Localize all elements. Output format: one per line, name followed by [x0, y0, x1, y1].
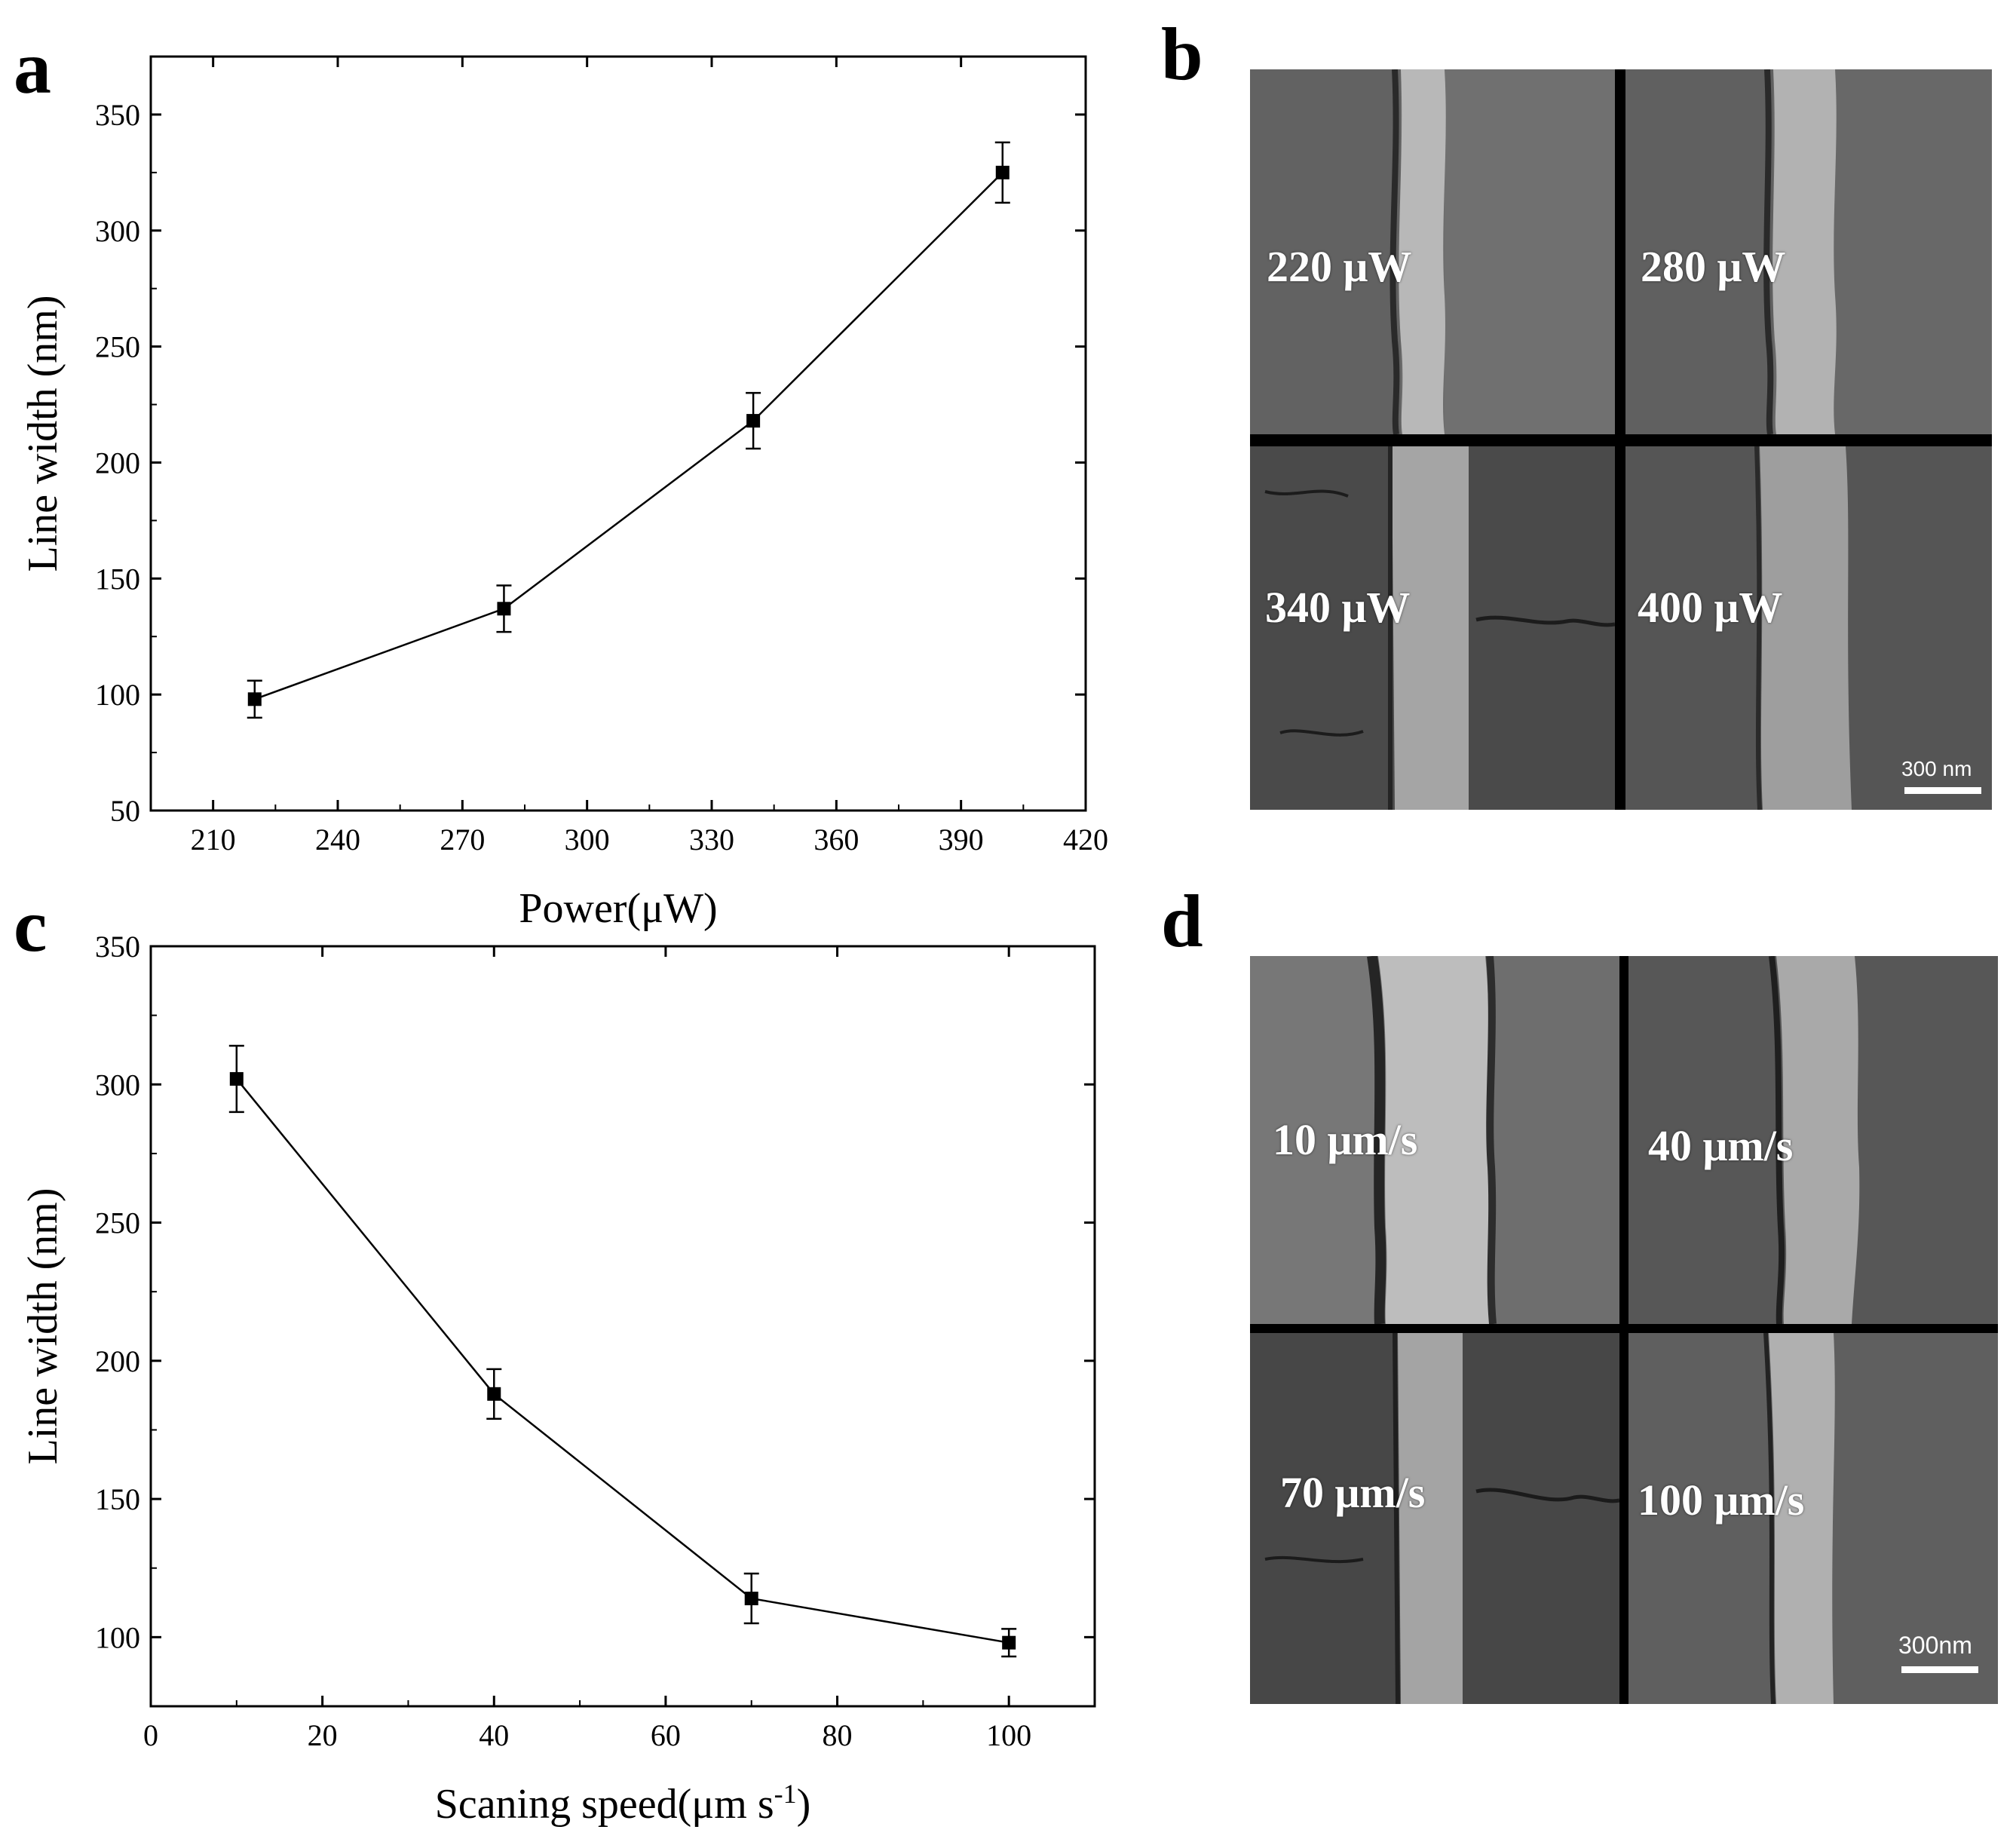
series-line-c [235, 1078, 1010, 1644]
x-axis-label-a: Power(μW) [519, 885, 717, 932]
panel-label-d: d [1161, 879, 1203, 963]
sem-label-d-1: 10 μm/s [1273, 1115, 1418, 1164]
data-point-a [746, 414, 761, 428]
y-tick-label-c: 350 [95, 930, 140, 964]
sem-image-d-2 [1628, 956, 1998, 1324]
sem-label-b-3: 340 μW [1265, 583, 1411, 632]
x-tick-label-c: 0 [143, 1718, 158, 1752]
sem-image-b-1 [1250, 69, 1615, 434]
panel-label-c: c [14, 884, 47, 967]
sem-image-d-1 [1250, 956, 1619, 1324]
sem-tile-d-4: 100 μm/s 300nm [1628, 1333, 1998, 1704]
scale-bar-b [1904, 787, 1981, 794]
plot-frame-c [149, 945, 1096, 1708]
sem-image-b-2 [1625, 69, 1992, 434]
x-tick-label-a: 240 [315, 823, 360, 857]
x-tick-label-a: 390 [939, 823, 984, 857]
sem-tile-b-3: 340 μW [1250, 446, 1615, 810]
x-tick-label-a: 270 [440, 823, 485, 857]
x-tick-label-c: 100 [986, 1718, 1031, 1752]
x-axis-label-suffix-c: ) [797, 1781, 811, 1828]
plot-frame-a [149, 55, 1087, 812]
sem-label-b-2: 280 μW [1641, 242, 1786, 291]
x-tick-label-c: 40 [479, 1718, 509, 1752]
sem-label-b-4: 400 μW [1638, 583, 1783, 632]
y-tick-label-c: 300 [95, 1068, 140, 1102]
chart-c: 0 20 40 60 80 100 100 150 200 250 300 350 Scaning sp… [0, 905, 1146, 1848]
y-tick-label-a: 150 [95, 562, 140, 596]
x-tick-label-c: 20 [308, 1718, 338, 1752]
series-line-a [254, 171, 1003, 700]
sem-grid-b: 220 μW 280 μW 340 μW 400 μW 300 nm [1250, 69, 1992, 810]
chart-a: 210 240 270 300 330 360 390 420 50 100 150 200 250 30… [0, 0, 1146, 935]
sem-tile-d-3: 70 μm/s [1250, 1333, 1619, 1704]
scale-bar-d [1901, 1666, 1978, 1673]
sem-label-d-2: 40 μm/s [1648, 1121, 1794, 1170]
y-tick-label-c: 150 [95, 1482, 140, 1516]
y-tick-label-a: 300 [95, 214, 140, 248]
y-tick-label-a: 350 [95, 98, 140, 132]
data-point-c [487, 1387, 501, 1401]
x-tick-label-c: 60 [651, 1718, 681, 1752]
y-axis-label-c: Line width (nm) [20, 1188, 66, 1464]
y-tick-label-c: 200 [95, 1344, 140, 1378]
x-tick-label-a: 300 [565, 823, 610, 857]
sem-tile-b-4: 400 μW 300 nm [1625, 446, 1992, 810]
sem-label-d-4: 100 μm/s [1638, 1476, 1805, 1525]
x-axis-label-sup-c: -1 [774, 1779, 797, 1809]
sem-label-d-3: 70 μm/s [1280, 1468, 1426, 1517]
sem-image-b-4 [1625, 446, 1992, 810]
panel-label-a: a [14, 26, 51, 109]
y-tick-label-c: 100 [95, 1620, 140, 1654]
data-point-a [497, 602, 511, 616]
sem-grid-d: 10 μm/s 40 μm/s 70 μm/s 100 μm/s 300nm [1250, 956, 1998, 1704]
sem-label-b-1: 220 μW [1267, 242, 1412, 291]
y-tick-label-a: 250 [95, 330, 140, 364]
chart-c-svg: 0 20 40 60 80 100 100 150 200 250 300 350 Scaning sp… [20, 930, 1096, 1828]
scale-label-d: 300nm [1898, 1632, 1972, 1659]
y-tick-label-a: 200 [95, 446, 140, 480]
data-point-c [1002, 1635, 1016, 1650]
x-tick-label-a: 330 [689, 823, 734, 857]
x-tick-label-c: 80 [823, 1718, 853, 1752]
panel-label-b: b [1161, 12, 1203, 96]
chart-a-svg: 210 240 270 300 330 360 390 420 50 100 150 200 250 30… [20, 55, 1108, 932]
scale-label-b: 300 nm [1901, 757, 1972, 780]
x-tick-label-a: 210 [191, 823, 236, 857]
y-axis-label-a: Line width (nm) [20, 295, 66, 572]
data-point-a [247, 692, 262, 706]
data-point-c [744, 1592, 758, 1606]
x-axis-label-c: Scaning speed(μm s-1) [435, 1779, 811, 1828]
y-tick-label-c: 250 [95, 1206, 140, 1240]
sem-image-d-3 [1250, 1333, 1619, 1704]
y-tick-label-a: 100 [95, 678, 140, 712]
data-point-a [995, 165, 1010, 179]
sem-image-b-3 [1250, 446, 1615, 810]
data-point-c [229, 1071, 244, 1086]
y-tick-label-a: 50 [110, 794, 140, 828]
sem-image-d-4 [1628, 1333, 1998, 1704]
sem-tile-d-1: 10 μm/s [1250, 956, 1619, 1324]
x-tick-label-a: 420 [1063, 823, 1108, 857]
sem-tile-b-2: 280 μW [1625, 69, 1992, 434]
sem-tile-d-2: 40 μm/s [1628, 956, 1998, 1324]
sem-tile-b-1: 220 μW [1250, 69, 1615, 434]
x-tick-label-a: 360 [813, 823, 859, 857]
